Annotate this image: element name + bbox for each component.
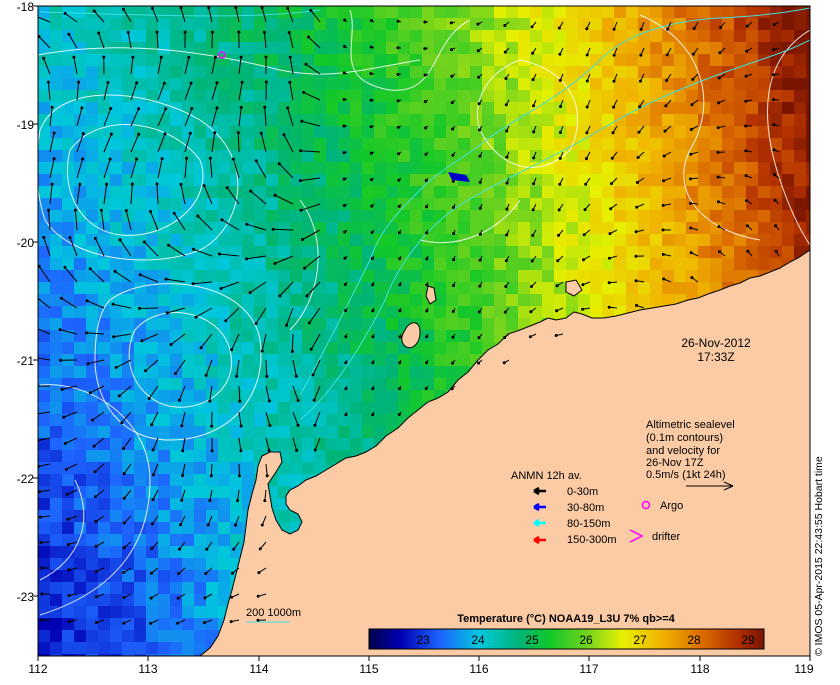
lat-label: -23 xyxy=(0,590,34,604)
lon-label: 112 xyxy=(18,662,58,676)
colorbar-tick: 25 xyxy=(512,633,552,647)
lon-label: 119 xyxy=(784,662,824,676)
argo-label: Argo xyxy=(660,500,683,512)
lat-label: -22 xyxy=(0,472,34,486)
lon-label: 116 xyxy=(459,662,499,676)
lat-label: -19 xyxy=(0,118,34,132)
altimetric-line: 26-Nov 17Z xyxy=(646,457,704,469)
date-label: 26-Nov-2012 xyxy=(681,336,751,350)
anmn-item-label: 0-30m xyxy=(567,486,598,498)
anmn-title: ANMN 12h av. xyxy=(511,470,582,482)
altimetric-line: 0.5m/s (1kt 24h) xyxy=(646,469,725,481)
time-label: 17:33Z xyxy=(697,350,734,364)
altimetric-line: Altimetric sealevel xyxy=(646,419,735,431)
altimetric-line: and velocity for xyxy=(646,445,720,457)
lon-label: 115 xyxy=(349,662,389,676)
colorbar-tick: 29 xyxy=(728,633,768,647)
lon-label: 117 xyxy=(569,662,609,676)
lon-label: 113 xyxy=(128,662,168,676)
colorbar-tick: 27 xyxy=(620,633,660,647)
drifter-label: drifter xyxy=(652,531,680,543)
anmn-item-label: 30-80m xyxy=(567,502,604,514)
colorbar-tick: 23 xyxy=(403,633,443,647)
lat-label: -20 xyxy=(0,236,34,250)
altimetric-line: (0.1m contours) xyxy=(646,432,723,444)
lat-label: -21 xyxy=(0,354,34,368)
lat-label: -18 xyxy=(0,0,34,14)
lon-label: 114 xyxy=(239,662,279,676)
anmn-item-label: 80-150m xyxy=(567,518,610,530)
isobath-label: 200 1000m xyxy=(246,607,301,619)
colorbar-tick: 26 xyxy=(566,633,606,647)
lon-label: 118 xyxy=(680,662,720,676)
colorbar-tick: 28 xyxy=(674,633,714,647)
credit-text: © IMOS 05-Apr-2015 22:43:55 Hobart time xyxy=(813,456,825,656)
anmn-item-label: 150-300m xyxy=(567,534,617,546)
colorbar-title: Temperature (°C) NOAA19_L3U 7% qb>=4 xyxy=(457,613,675,625)
colorbar-tick: 24 xyxy=(458,633,498,647)
